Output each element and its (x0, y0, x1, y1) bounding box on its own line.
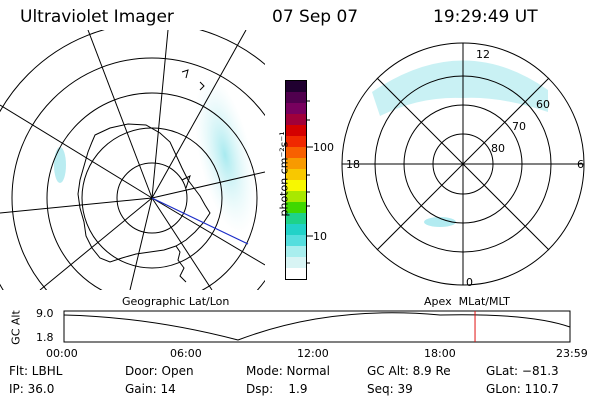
colorbar-swatch (286, 114, 306, 125)
instrument-title: Ultraviolet Imager (20, 7, 174, 27)
colorbar-swatch (286, 169, 306, 180)
colorbar-swatch (286, 81, 306, 92)
altitude-axis-label: GC Alt (9, 310, 23, 345)
coastline-fragment (181, 175, 191, 189)
time-tick: 23:59 (556, 347, 588, 360)
colorbar-swatch (286, 191, 306, 202)
aurora-oval (372, 60, 548, 116)
time-tick: 06:00 (170, 347, 202, 360)
latitude-circle (116, 162, 188, 234)
mlt-label-midnight: 0 (466, 276, 473, 289)
coastline-fragment (181, 69, 189, 79)
colorbar-swatch (286, 246, 306, 257)
colorbar-swatch (286, 268, 306, 279)
colorbar-unit-label: photon cm⁻²s⁻¹ (277, 131, 291, 217)
geographic-map (0, 30, 265, 290)
magnetic-map (341, 42, 585, 286)
colorbar-swatch (286, 136, 306, 147)
colorbar-swatch (286, 235, 306, 246)
colorbar-ticks (307, 100, 313, 264)
latitude-circle (46, 92, 258, 290)
mlat-label-60: 60 (536, 98, 550, 111)
observation-date: 07 Sep 07 (272, 7, 359, 27)
colorbar-swatch (286, 213, 306, 224)
coastline-fragment (199, 81, 205, 91)
altitude-plot (63, 310, 571, 343)
mlt-label-dusk: 18 (346, 158, 360, 171)
door-status: Door: Open (125, 364, 194, 378)
aurora-patch (54, 147, 66, 183)
seq-value: Seq: 39 (367, 382, 413, 396)
gc-alt-value: GC Alt: 8.9 Re (367, 364, 451, 378)
altitude-curve (63, 312, 571, 341)
colorbar-tick-label: 100 (313, 141, 334, 154)
observation-time: 19:29:49 UT (433, 7, 538, 27)
colorbar (285, 80, 307, 280)
altitude-tick-max: 9.0 (36, 307, 54, 320)
time-tick: 18:00 (424, 347, 456, 360)
colorbar-swatch (286, 147, 306, 158)
time-tick: 12:00 (297, 347, 329, 360)
colorbar-swatch (286, 125, 306, 136)
colorbar-swatch (286, 158, 306, 169)
antarctic-peninsula (175, 245, 187, 283)
gain-value: Gain: 14 (125, 382, 176, 396)
satellite-ground-track (151, 197, 249, 245)
mlat-label-70: 70 (512, 120, 526, 133)
dsp-value: Dsp: 1.9 (246, 382, 308, 396)
filter-value: Flt: LBHL (9, 364, 63, 378)
latitude-circle (11, 57, 265, 290)
meridians (0, 30, 265, 290)
mode-value: Mode: Normal (246, 364, 330, 378)
glon-value: GLon: 110.7 (486, 382, 559, 396)
right-map-caption: Apex MLat/MLT (424, 295, 510, 308)
colorbar-tick-label: 10 (313, 230, 327, 243)
mlt-label-dawn: 6 (577, 158, 584, 171)
colorbar-swatch (286, 180, 306, 191)
colorbar-swatch (286, 224, 306, 235)
mlat-label-80: 80 (491, 142, 505, 155)
colorbar-swatch (286, 257, 306, 268)
altitude-tick-min: 1.8 (36, 331, 54, 344)
colorbar-swatch (286, 103, 306, 114)
aurora-patch (194, 76, 256, 234)
left-map-caption: Geographic Lat/Lon (122, 295, 230, 308)
colorbar-swatch (286, 202, 306, 213)
mlt-label-noon: 12 (476, 48, 490, 61)
aurora-patch (424, 217, 456, 227)
colorbar-swatch (286, 92, 306, 103)
ip-value: IP: 36.0 (9, 382, 55, 396)
glat-value: GLat: −81.3 (486, 364, 559, 378)
time-tick: 00:00 (46, 347, 78, 360)
